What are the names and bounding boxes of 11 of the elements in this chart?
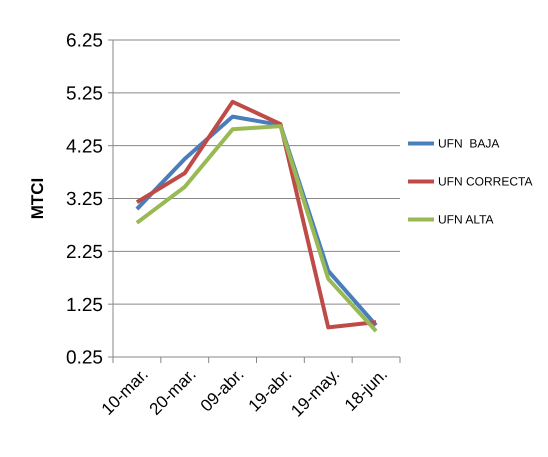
- y-tick-label: 1.25: [66, 294, 103, 316]
- y-tick-label: 4.25: [66, 136, 103, 158]
- y-axis-title: MTCI: [28, 178, 47, 220]
- y-tick-label: 0.25: [66, 348, 103, 369]
- y-tick-label: 2.25: [66, 242, 103, 263]
- legend-label: UFN BAJA: [438, 136, 500, 151]
- y-tick-label: 3.25: [66, 189, 103, 210]
- legend-label: UFN ALTA: [438, 212, 494, 227]
- legend-label: UFN CORRECTA: [438, 174, 532, 189]
- y-tick-label: 5.25: [66, 83, 103, 104]
- y-tick-label: 6.25: [66, 30, 103, 52]
